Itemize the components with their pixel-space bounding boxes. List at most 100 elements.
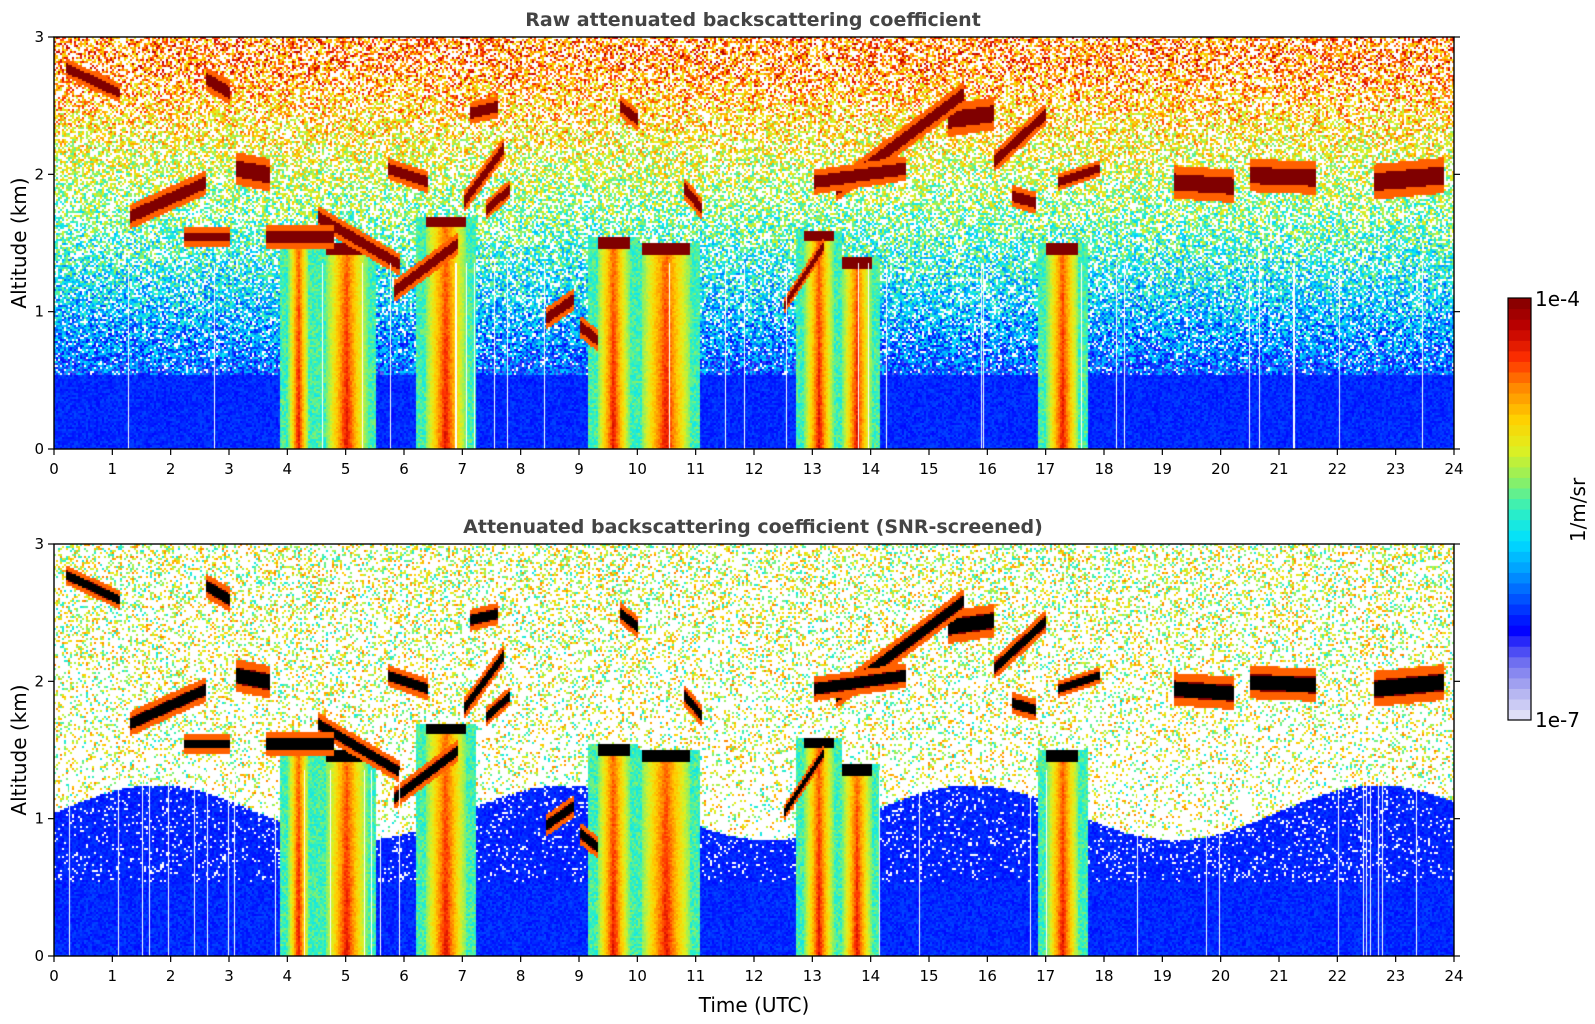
x-tick-label: 9 xyxy=(574,967,584,985)
panel-raw-ticks: 0 1 2 3 4 5 6 7 8 9 10 11 12 13 14 15 16 17 18 19 20 21 22 23 24… xyxy=(34,28,1463,478)
colorbar-step xyxy=(1508,709,1531,721)
x-tick-label: 2 xyxy=(166,460,176,478)
colorbar-frame xyxy=(1507,297,1532,721)
colorbar-step xyxy=(1508,329,1531,341)
colorbar-step xyxy=(1508,371,1531,383)
colorbar-step xyxy=(1508,646,1531,658)
x-tick-label: 12 xyxy=(744,967,763,985)
x-tick-label: 4 xyxy=(283,460,293,478)
y-tick-label: 1 xyxy=(34,303,44,321)
colorbar-step xyxy=(1508,445,1531,457)
colorbar-step xyxy=(1508,382,1531,394)
x-tick-label: 21 xyxy=(1269,967,1288,985)
x-tick-label: 24 xyxy=(1444,967,1463,985)
x-tick-label: 0 xyxy=(49,460,59,478)
x-tick-label: 18 xyxy=(1094,460,1113,478)
x-tick-label: 8 xyxy=(516,460,526,478)
colorbar-max-label: 1e-4 xyxy=(1535,287,1580,311)
x-tick-label: 19 xyxy=(1153,460,1172,478)
colorbar-step xyxy=(1508,593,1531,605)
x-tick-label: 6 xyxy=(399,967,409,985)
x-tick-label: 15 xyxy=(919,460,938,478)
colorbar-step xyxy=(1508,456,1531,468)
panel-screened-plot-area xyxy=(54,544,1454,956)
colorbar-step xyxy=(1508,403,1531,415)
colorbar-step xyxy=(1508,561,1531,573)
x-tick-label: 1 xyxy=(108,460,118,478)
x-tick-label: 2 xyxy=(166,967,176,985)
y-tick-label: 2 xyxy=(34,165,44,183)
x-tick-label: 7 xyxy=(458,967,468,985)
x-tick-label: 3 xyxy=(224,460,234,478)
colorbar-unit-label: 1/m/sr xyxy=(1566,477,1590,542)
panel-raw: Raw attenuated backscattering coefficien… xyxy=(7,9,1464,478)
colorbar-step xyxy=(1508,466,1531,478)
colorbar-step xyxy=(1508,477,1531,489)
y-tick-label: 3 xyxy=(34,535,44,553)
colorbar-step xyxy=(1508,392,1531,405)
x-tick-label: 8 xyxy=(516,967,526,985)
x-tick-label: 16 xyxy=(978,967,997,985)
colorbar-step xyxy=(1508,319,1531,331)
colorbar-step xyxy=(1508,498,1531,510)
colorbar-step xyxy=(1508,677,1531,689)
panel-raw-title: Raw attenuated backscattering coefficien… xyxy=(525,9,981,31)
x-tick-label: 19 xyxy=(1153,967,1172,985)
y-tick-label: 2 xyxy=(34,672,44,690)
x-tick-label: 16 xyxy=(978,460,997,478)
x-tick-label: 23 xyxy=(1386,460,1405,478)
colorbar-step xyxy=(1508,603,1531,616)
colorbar-step xyxy=(1508,509,1531,521)
x-tick-label: 17 xyxy=(1036,967,1055,985)
colorbar-step xyxy=(1508,688,1531,700)
x-tick-label: 24 xyxy=(1444,460,1463,478)
colorbar-step xyxy=(1508,340,1531,352)
x-tick-label: 4 xyxy=(283,967,293,985)
x-tick-label: 5 xyxy=(341,460,351,478)
panel-screened-xlabel: Time (UTC) xyxy=(698,993,810,1017)
colorbar-min-label: 1e-7 xyxy=(1535,708,1580,732)
colorbar-step xyxy=(1508,667,1531,679)
x-tick-label: 23 xyxy=(1386,967,1405,985)
colorbar-step xyxy=(1508,519,1531,531)
x-tick-label: 7 xyxy=(458,460,468,478)
panel-screened-title: Attenuated backscattering coefficient (S… xyxy=(463,516,1043,538)
colorbar-step xyxy=(1508,298,1531,310)
y-tick-label: 0 xyxy=(34,440,44,458)
colorbar-step xyxy=(1508,635,1531,647)
x-tick-label: 3 xyxy=(224,967,234,985)
x-tick-label: 9 xyxy=(574,460,584,478)
x-tick-label: 10 xyxy=(628,460,647,478)
colorbar: 1e-4 1e-7 1/m/sr xyxy=(1507,287,1590,732)
y-tick-label: 0 xyxy=(34,947,44,965)
colorbar-step xyxy=(1508,308,1531,320)
colorbar-step xyxy=(1508,625,1531,637)
colorbar-step xyxy=(1508,572,1531,584)
colorbar-step xyxy=(1508,414,1531,426)
x-tick-label: 6 xyxy=(399,460,409,478)
panel-screened-ticks: 0 1 2 3 4 5 6 7 8 9 10 11 12 13 14 15 16 17 18 19 20 21 22 23 24… xyxy=(34,535,1463,985)
x-tick-label: 18 xyxy=(1094,967,1113,985)
x-tick-label: 1 xyxy=(108,967,118,985)
y-tick-label: 1 xyxy=(34,810,44,828)
x-tick-label: 20 xyxy=(1211,967,1230,985)
colorbar-step xyxy=(1508,530,1531,542)
x-tick-label: 11 xyxy=(686,460,705,478)
colorbar-step xyxy=(1508,350,1531,362)
x-tick-label: 11 xyxy=(686,967,705,985)
x-tick-label: 22 xyxy=(1328,967,1347,985)
colorbar-gradient xyxy=(1508,298,1531,721)
x-tick-label: 10 xyxy=(628,967,647,985)
colorbar-step xyxy=(1508,656,1531,668)
colorbar-step xyxy=(1508,424,1531,436)
x-tick-label: 15 xyxy=(919,967,938,985)
x-tick-label: 17 xyxy=(1036,460,1055,478)
x-tick-label: 13 xyxy=(803,967,822,985)
colorbar-step xyxy=(1508,698,1531,711)
colorbar-step xyxy=(1508,487,1531,500)
panel-screened-ylabel: Altitude (km) xyxy=(7,684,31,815)
colorbar-step xyxy=(1508,582,1531,594)
x-tick-label: 21 xyxy=(1269,460,1288,478)
